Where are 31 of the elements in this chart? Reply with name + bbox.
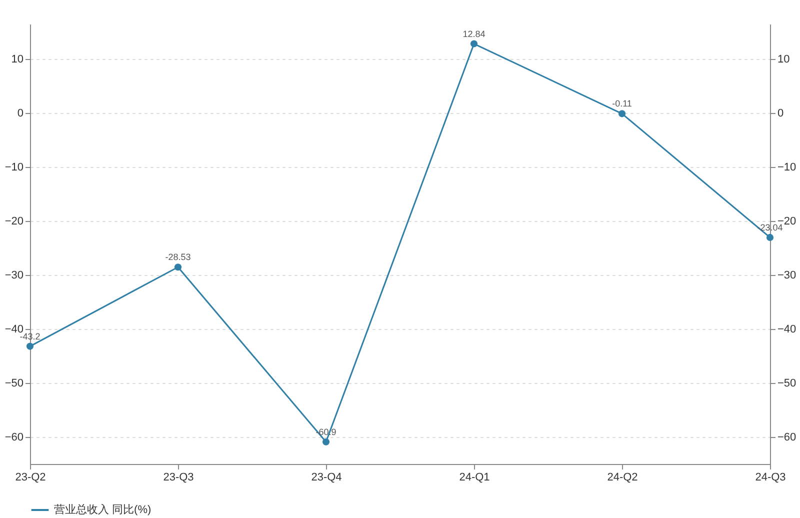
data-label: -28.53 xyxy=(165,252,191,262)
x-tick-label: 23-Q2 xyxy=(15,472,46,484)
y-tick-label: −10 xyxy=(4,162,24,174)
y2-tick-label: −40 xyxy=(778,324,796,336)
point xyxy=(26,342,34,350)
point xyxy=(470,40,478,48)
y-tick-label: −20 xyxy=(4,216,24,228)
y2-tick-label: −30 xyxy=(778,270,796,282)
y2-tick-label: 10 xyxy=(778,54,790,66)
x-tick-label: 24-Q2 xyxy=(607,472,638,484)
y-tick-label: −50 xyxy=(4,378,24,390)
x-tick-label: 23-Q4 xyxy=(311,472,342,484)
data-label: -0.11 xyxy=(612,98,632,109)
legend-label: 营业总收入 同比(%) xyxy=(54,503,152,516)
point xyxy=(618,110,626,118)
x-tick-label: 23-Q3 xyxy=(163,472,194,484)
data-label: 12.84 xyxy=(462,28,486,39)
y2-tick-label: −50 xyxy=(778,378,796,390)
x-tick-label: 24-Q1 xyxy=(459,472,490,484)
y-tick-label: −30 xyxy=(4,270,24,282)
y-tick-label: 10 xyxy=(11,54,24,66)
y-tick-label: −60 xyxy=(4,432,24,444)
y-tick-label: −40 xyxy=(4,324,24,336)
y2-tick-label: −60 xyxy=(778,432,796,444)
y2-tick-label: 0 xyxy=(778,108,784,120)
point xyxy=(322,438,330,446)
y2-tick-label: −10 xyxy=(778,162,796,174)
y-tick-label: 0 xyxy=(17,108,24,120)
point xyxy=(766,234,774,241)
point xyxy=(174,264,182,271)
x-tick-label: 24-Q3 xyxy=(755,472,786,484)
